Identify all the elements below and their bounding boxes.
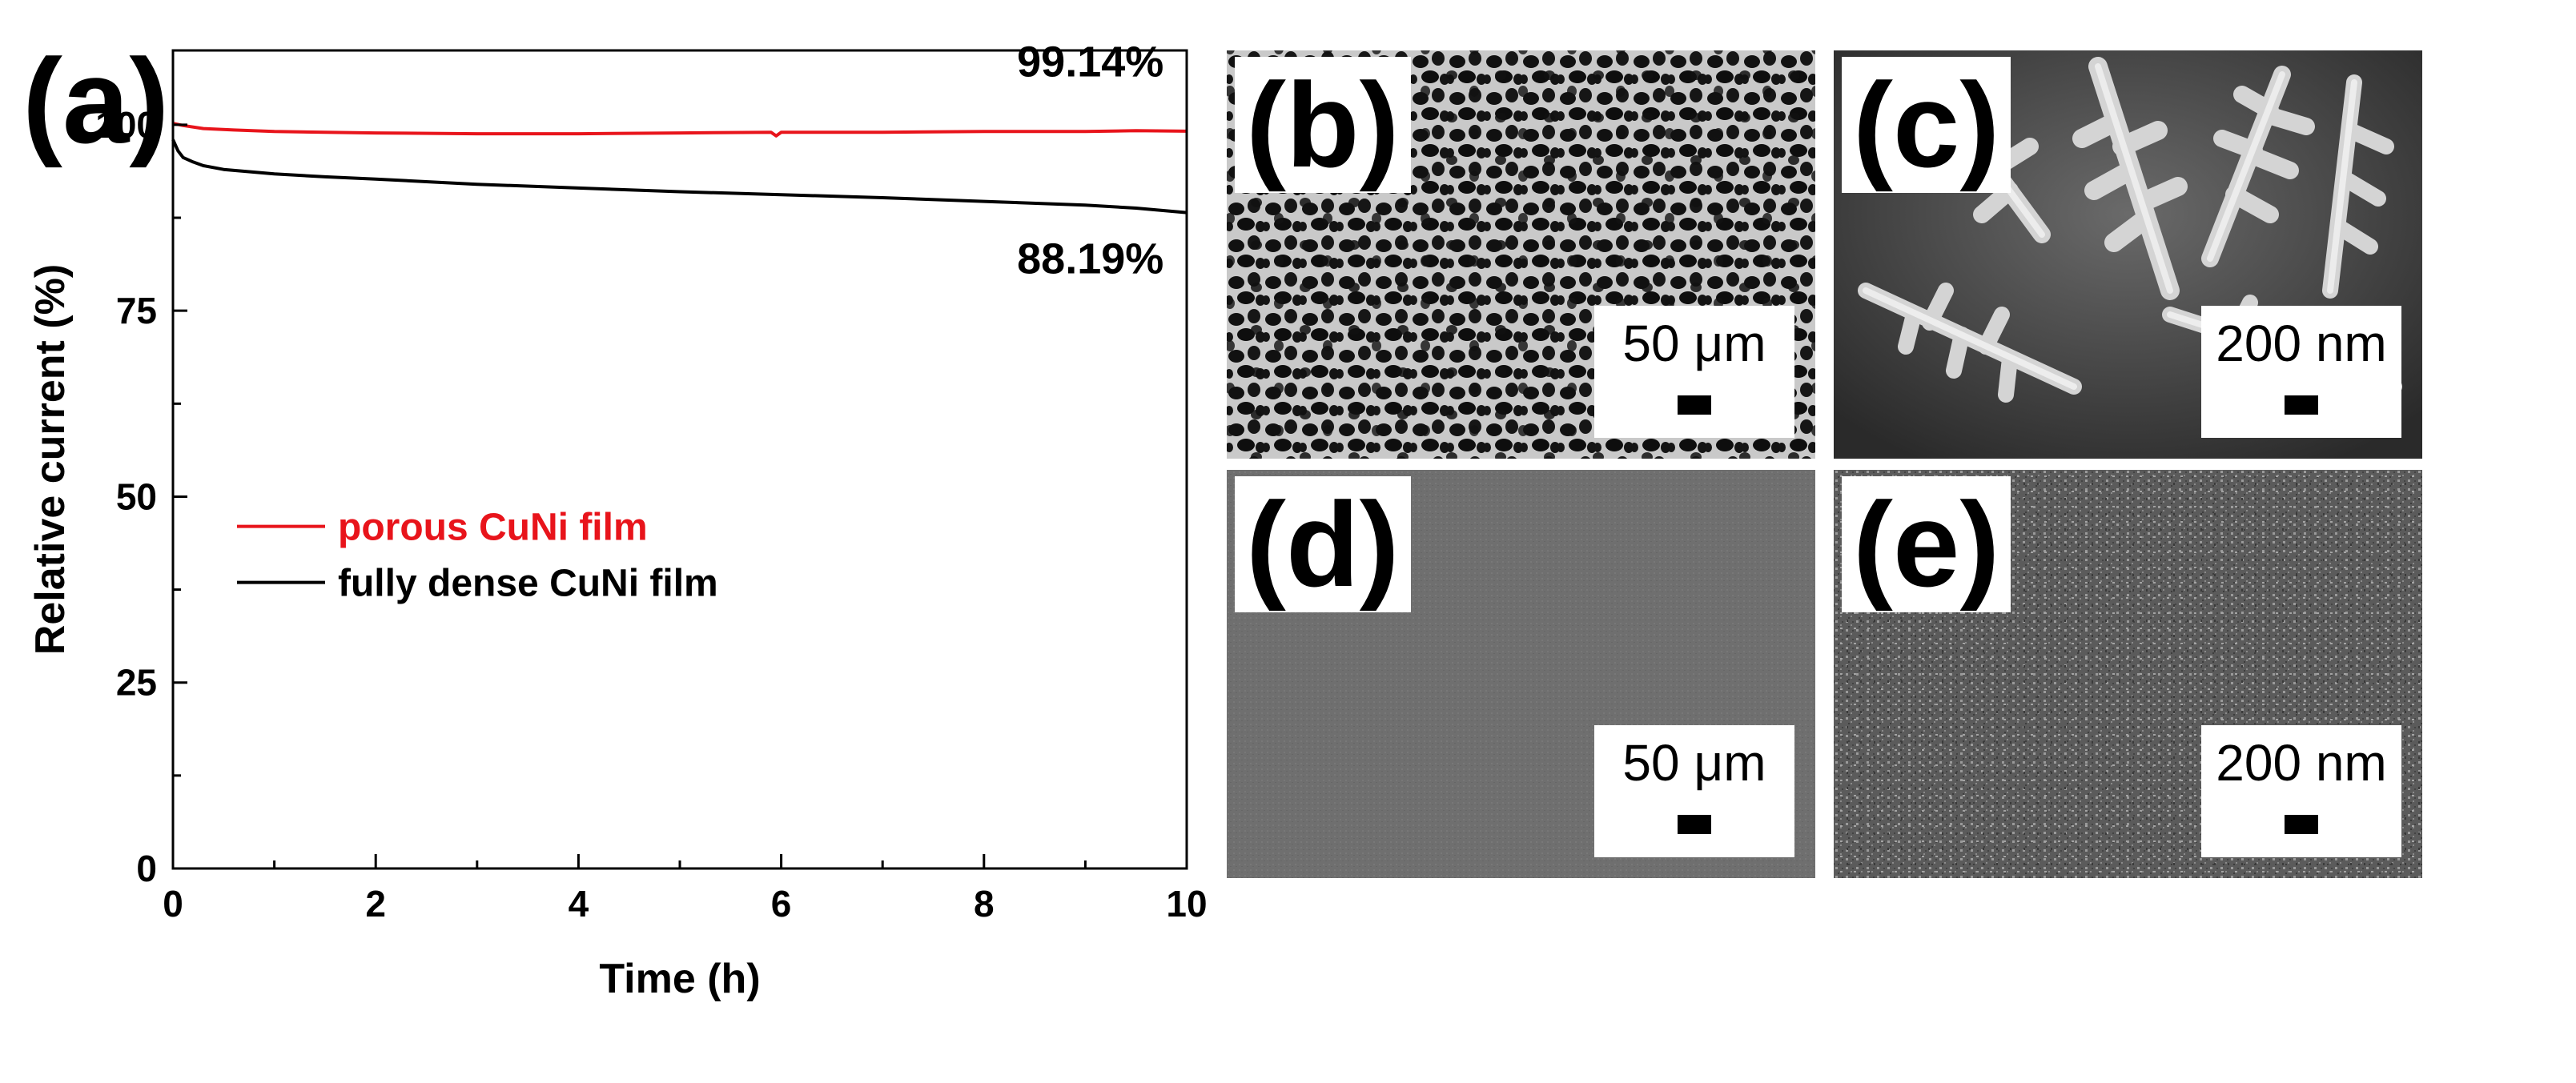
y-tick-label-4: 100	[95, 104, 157, 146]
scale-box-b: 50 μm	[1594, 306, 1794, 438]
legend: porous CuNi film fully dense CuNi film	[237, 507, 718, 605]
micrograph-c-label: (c)	[1842, 57, 2011, 193]
scale-box-d: 50 μm	[1594, 725, 1794, 857]
scale-bar-b	[1678, 395, 1711, 415]
legend-label-1: fully dense CuNi film	[338, 563, 718, 605]
scale-bar-d	[1678, 815, 1711, 834]
scale-box-c: 200 nm	[2201, 306, 2401, 438]
annotation-1: 88.19%	[1017, 235, 1163, 283]
x-tick-label-3: 6	[771, 883, 792, 925]
x-tick-label-5: 10	[1166, 883, 1207, 925]
plot-frame	[171, 49, 1188, 870]
micrograph-b-label: (b)	[1235, 57, 1411, 193]
scale-bar-e	[2285, 815, 2318, 834]
micrograph-c: (c) 200 nm	[1834, 50, 2422, 459]
y-axis-label: Relative current (%)	[27, 264, 74, 655]
y-tick-label-2: 50	[116, 475, 157, 517]
micrograph-e-label: (e)	[1842, 476, 2011, 612]
micrograph-d: (d) 50 μm	[1227, 470, 1815, 878]
x-tick-label-0: 0	[163, 883, 183, 925]
y-tick-label-1: 25	[116, 662, 157, 704]
series-layer	[171, 122, 1188, 215]
y-tick-label-0: 0	[136, 848, 157, 889]
micrograph-b: (b) 50 μm	[1227, 50, 1815, 459]
series-line-0	[172, 122, 1188, 138]
panel-label-a: (a)	[22, 34, 169, 168]
micrograph-d-label: (d)	[1235, 476, 1411, 612]
series-line-1	[171, 138, 1188, 215]
annotations-layer: 99.14% 88.19%	[1017, 38, 1163, 283]
x-tick-label-4: 8	[974, 883, 995, 925]
scale-text-e: 200 nm	[2216, 734, 2387, 792]
scale-text-d: 50 μm	[1622, 734, 1766, 792]
y-tick-label-3: 75	[116, 290, 157, 331]
x-axis-label: Time (h)	[599, 956, 760, 1002]
scale-bar-c	[2285, 395, 2318, 415]
scale-text-c: 200 nm	[2216, 315, 2387, 372]
x-tick-label-1: 2	[365, 883, 386, 925]
annotation-0: 99.14%	[1017, 38, 1163, 86]
scale-text-b: 50 μm	[1622, 315, 1766, 372]
legend-label-0: porous CuNi film	[338, 507, 648, 549]
scale-box-e: 200 nm	[2201, 725, 2401, 857]
micrograph-e: (e) 200 nm	[1834, 470, 2422, 878]
x-tick-label-2: 4	[569, 883, 589, 925]
